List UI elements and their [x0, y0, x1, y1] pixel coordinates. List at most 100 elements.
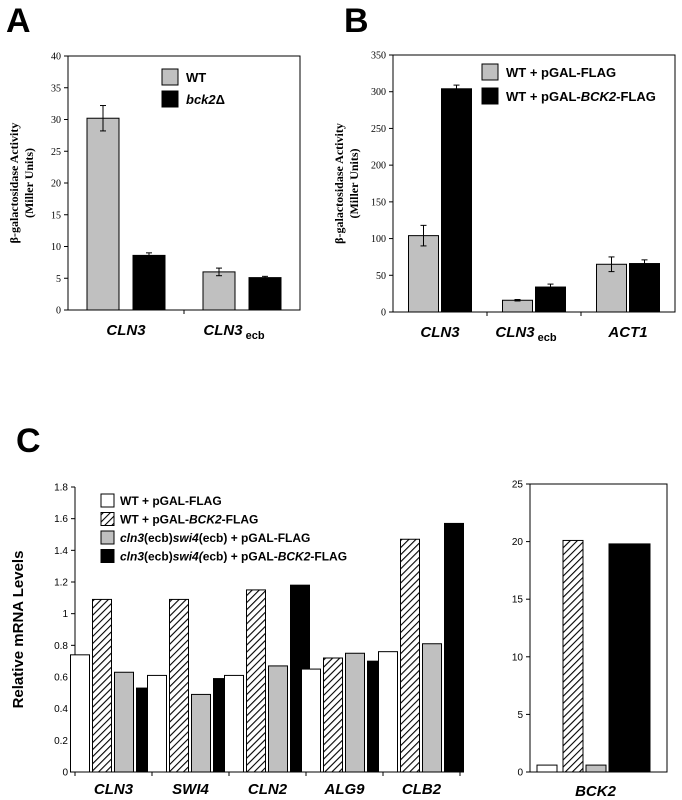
y-tick-label: 0.4 [54, 704, 68, 715]
y-tick-label: 300 [371, 87, 386, 98]
legend-text: -FLAG [222, 513, 259, 527]
y-tick-label: 10 [512, 652, 524, 663]
legend-text: WT + pGAL-FLAG [506, 65, 616, 80]
legend-text: BCK2 [189, 513, 222, 527]
legend-label: cln3(ecb)swi4(ecb) + pGAL-BCK2-FLAG [120, 550, 347, 564]
bar [323, 657, 343, 773]
bar [535, 286, 566, 313]
plot-frame [392, 54, 676, 313]
category-name: CLN3 [420, 324, 460, 341]
x-category-label: CLN3 [106, 322, 146, 339]
bar [345, 652, 365, 773]
legend-text: (ecb) + pGAL-FLAG [199, 531, 311, 545]
legend-label: cln3(ecb)swi4(ecb) + pGAL-FLAG [120, 531, 310, 545]
y-tick-label: 200 [371, 161, 386, 172]
bar [246, 589, 266, 773]
bar [629, 263, 660, 313]
panel-label-c: C [16, 422, 41, 460]
bar [536, 764, 558, 773]
y-tick-label: 0.8 [54, 641, 68, 652]
bar [268, 665, 288, 773]
legend-swatch [161, 68, 179, 86]
x-category-label: CLN3 ecb [495, 324, 556, 344]
y-tick-label: 20 [512, 537, 524, 548]
bar [224, 674, 244, 773]
y-tick-label: 0 [381, 308, 386, 319]
x-category-label: BCK2 [575, 783, 616, 800]
category-name: CLN3 [106, 322, 146, 339]
legend-swatch [481, 63, 499, 81]
legend-label: WT + pGAL-BCK2-FLAG [120, 513, 258, 527]
y-tick-label: 35 [51, 83, 61, 94]
y-tick-label: 1.4 [54, 546, 68, 557]
legend-swatch [100, 493, 115, 508]
y-tick-label: 15 [512, 595, 524, 606]
y-tick-label: 350 [371, 51, 386, 62]
legend-text: WT + pGAL-FLAG [120, 494, 222, 508]
y-tick-label: 20 [51, 179, 61, 190]
bar [400, 538, 420, 773]
legend-text: -FLAG [310, 550, 347, 564]
y-tick-label: 0.2 [54, 736, 68, 747]
panel-label-b: B [344, 2, 369, 40]
bar [248, 277, 282, 311]
chart-c-right: 0 5 10 15 20 25 BCK2 [512, 480, 668, 800]
bar [408, 235, 439, 313]
legend-swatch [161, 90, 179, 108]
y-axis-label-units: (Miller Units) [22, 148, 36, 218]
y-tick-label: 5 [517, 710, 523, 721]
x-category-label: ACT1 [607, 324, 647, 341]
legend-swatch [100, 530, 115, 545]
panel-label-a: A [6, 2, 31, 40]
y-tick-label: 1.6 [54, 514, 68, 525]
category-subscript: ecb [535, 332, 557, 344]
chart-c-left: 0 0.2 0.4 0.6 0.8 1 1.2 1.4 1.6 1.8 CLN3 SWI4 CLN2 AL… [10, 483, 464, 798]
bar [441, 88, 472, 313]
y-tick-label: 25 [512, 480, 524, 491]
y-tick-label: 25 [51, 147, 61, 158]
bar [114, 671, 134, 773]
legend-text: ecb) + pGAL- [203, 550, 278, 564]
y-tick-label: 50 [376, 271, 386, 282]
y-axis-label: β-galactosidase Activity [7, 123, 21, 244]
legend-label: WT + pGAL-BCK2-FLAG [506, 89, 656, 104]
bar [608, 543, 651, 773]
legend-text-italic: BCK2 [581, 89, 617, 104]
bar [422, 643, 442, 773]
y-tick-label: 30 [51, 115, 61, 126]
y-tick-label: 5 [56, 274, 61, 285]
y-tick-label: 10 [51, 242, 61, 253]
y-tick-label: 250 [371, 124, 386, 135]
category-name: CLN3 [203, 322, 243, 339]
legend-text: (ecb) [144, 531, 173, 545]
bar [301, 668, 321, 773]
category-name: ACT1 [607, 324, 647, 341]
legend-text: -FLAG [616, 89, 656, 104]
y-tick-label: 15 [51, 210, 61, 221]
legend-text: swi4 [173, 531, 199, 545]
bar [86, 117, 120, 311]
y-tick-label: 0 [62, 768, 68, 779]
x-category-label: CLN3 [94, 781, 134, 798]
legend-text: WT + pGAL- [120, 513, 189, 527]
legend-text: Δ [216, 92, 225, 107]
legend-swatch [100, 549, 115, 563]
x-category-label: ALG9 [323, 781, 365, 798]
y-tick-label: 0.6 [54, 673, 68, 684]
legend-text-italic: bck2 [186, 92, 216, 107]
bar [202, 271, 236, 311]
y-tick-label: 40 [51, 52, 61, 63]
legend-text: cln3 [120, 550, 144, 564]
bar [444, 522, 464, 773]
category-name: CLN3 [495, 324, 535, 341]
y-axis-label: β-galactosidase Activity [332, 123, 346, 244]
y-axis-label-units: (Miller Units) [347, 148, 361, 218]
legend-swatch [100, 512, 115, 526]
bar [147, 674, 167, 773]
legend-text: swi4( [173, 550, 205, 564]
x-category-label: CLB2 [402, 781, 442, 798]
legend-text: WT + pGAL- [506, 89, 581, 104]
bar [92, 598, 112, 773]
